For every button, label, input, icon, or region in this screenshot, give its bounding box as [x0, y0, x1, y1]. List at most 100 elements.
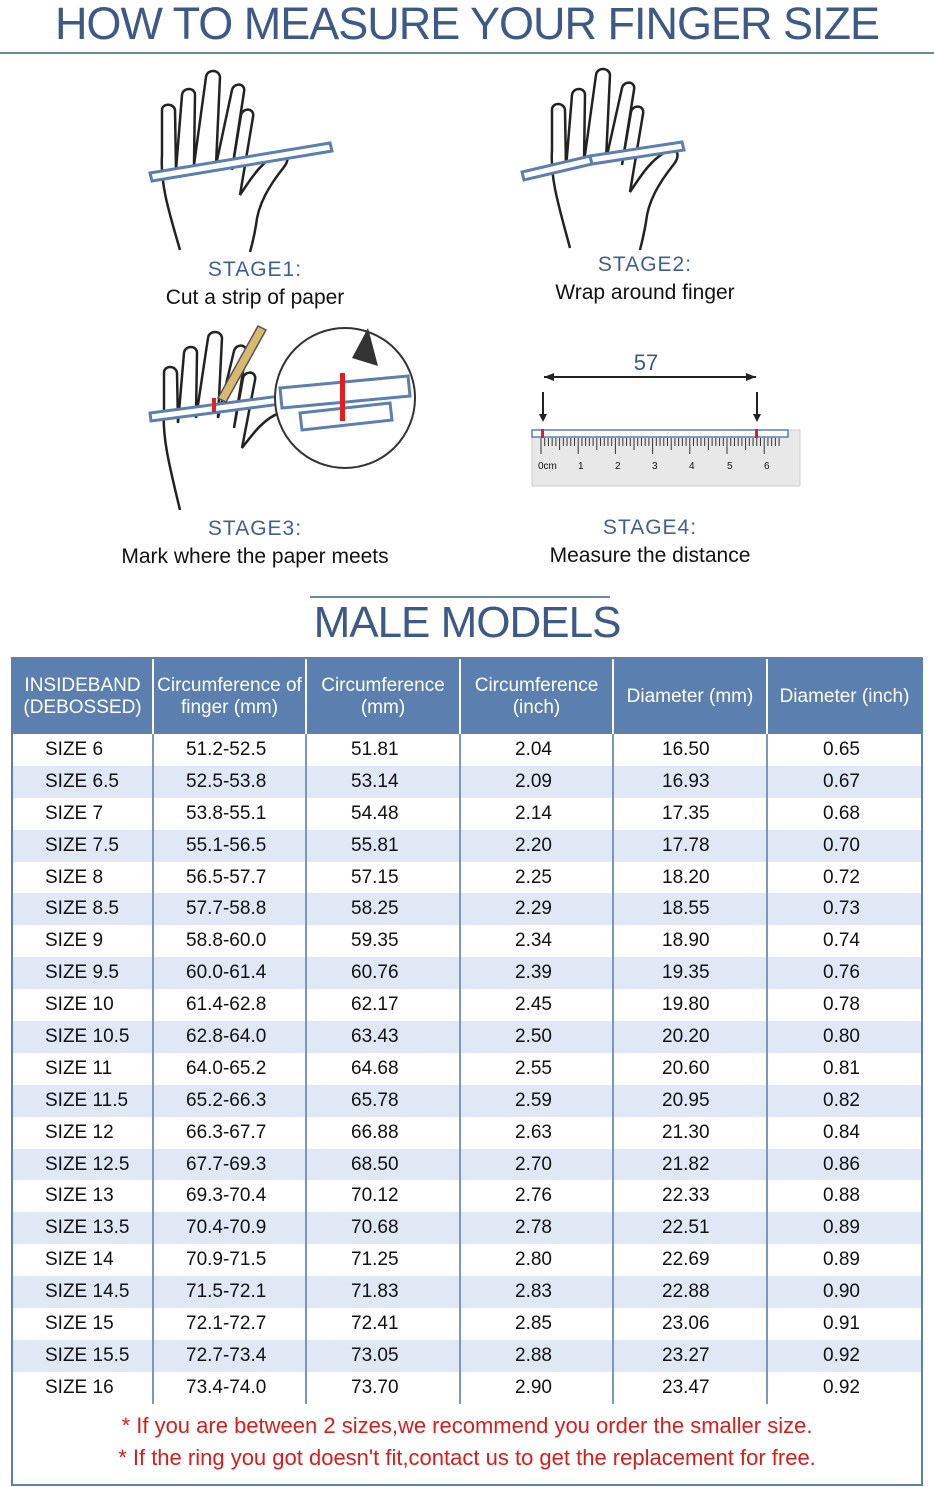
table-row: SIZE 6 51.2-52.5 51.81 2.04 16.50 0.65: [13, 734, 921, 766]
stage-2: STAGE2: Wrap around finger: [490, 253, 800, 305]
table-row: SIZE 12.5 67.7-69.3 68.50 2.70 21.82 0.86: [13, 1148, 921, 1181]
table-cell: 51.2-52.5: [154, 734, 307, 766]
column-header: INSIDEBAND (DEBOSSED): [13, 659, 154, 734]
table-cell: 2.14: [461, 797, 614, 830]
hand-mark-illustration: [148, 325, 416, 511]
table-cell: 0.91: [823, 1312, 860, 1334]
table-cell: 23.27: [614, 1339, 768, 1372]
table-cell: SIZE 14: [13, 1244, 154, 1277]
table-cell: 52.5-53.8: [154, 765, 307, 798]
table-cell: 2.76: [461, 1180, 614, 1213]
table-cell: 63.43: [307, 1021, 461, 1053]
table-cell: 2.90: [461, 1371, 614, 1404]
table-cell: 70.68: [307, 1212, 461, 1245]
table-row: SIZE 7.5 55.1-56.5 55.81 2.20 17.78 0.70: [13, 829, 921, 862]
table-body: SIZE 6 51.2-52.5 51.81 2.04 16.50 0.65 SIZE 6.…: [13, 734, 921, 1404]
table-cell: 71.25: [307, 1244, 461, 1277]
table-cell: 22.33: [614, 1180, 768, 1213]
table-cell: 21.82: [614, 1148, 768, 1181]
table-cell: 2.80: [461, 1244, 614, 1277]
table-cell: SIZE 10: [13, 989, 154, 1022]
table-cell: 55.1-56.5: [154, 829, 307, 862]
stage-1: STAGE1: Cut a strip of paper: [100, 258, 410, 310]
column-header: Circumference (inch): [461, 659, 614, 734]
stage-1-heading: STAGE1:: [207, 258, 303, 281]
table-cell: 19.80: [614, 989, 768, 1022]
table-cell: 22.69: [614, 1244, 768, 1277]
table-cell: 18.20: [614, 861, 768, 894]
table-cell: 22.88: [614, 1276, 768, 1309]
table-cell: 0.73: [823, 898, 860, 920]
table-cell: 19.35: [614, 957, 768, 990]
table-cell: 0.81: [823, 1057, 860, 1079]
table-cell: SIZE 15: [13, 1308, 154, 1340]
table-row: SIZE 15.5 72.7-73.4 73.05 2.88 23.27 0.92: [13, 1339, 921, 1372]
table-cell: 72.7-73.4: [154, 1339, 307, 1372]
table-cell: 64.0-65.2: [154, 1052, 307, 1085]
stage-4-description: Measure the distance: [549, 544, 751, 567]
table-cell: 2.63: [461, 1116, 614, 1149]
table-cell: 0.88: [823, 1185, 860, 1207]
table-row: SIZE 7 53.8-55.1 54.48 2.14 17.35 0.68: [13, 797, 921, 830]
table-cell: SIZE 9: [13, 925, 154, 958]
measurement-value: 57: [633, 350, 659, 375]
table-cell: 18.55: [614, 893, 768, 926]
table-cell: 54.48: [307, 797, 461, 830]
table-cell: 0.65: [823, 738, 860, 760]
table-cell: 66.88: [307, 1116, 461, 1149]
ruler-label-0: 0cm: [538, 461, 557, 472]
table-cell: 57.7-58.8: [154, 893, 307, 926]
ruler-label-5: 5: [727, 461, 733, 472]
table-cell: 2.70: [461, 1148, 614, 1181]
ruler-label-3: 3: [652, 461, 658, 472]
table-cell: SIZE 11.5: [13, 1084, 154, 1117]
table-cell: 0.72: [823, 866, 860, 888]
table-cell: 71.5-72.1: [154, 1276, 307, 1309]
table-cell: 0.82: [823, 1089, 860, 1111]
table-row: SIZE 14 70.9-71.5 71.25 2.80 22.69 0.89: [13, 1244, 921, 1277]
table-cell: SIZE 13: [13, 1180, 154, 1213]
table-cell: 0.92: [823, 1344, 860, 1366]
table-cell: 0.70: [823, 834, 860, 856]
table-cell: 2.34: [461, 925, 614, 958]
table-cell: 22.51: [614, 1212, 768, 1245]
table-cell: 16.50: [614, 734, 768, 766]
table-cell: 51.81: [307, 734, 461, 766]
ruler-label-2: 2: [615, 461, 621, 472]
table-cell: 0.92: [823, 1376, 860, 1398]
table-cell: 2.45: [461, 989, 614, 1022]
table-cell: 0.89: [823, 1249, 860, 1271]
table-cell: 73.70: [307, 1371, 461, 1404]
table-row: SIZE 11 64.0-65.2 64.68 2.55 20.60 0.81: [13, 1052, 921, 1085]
table-row: SIZE 12 66.3-67.7 66.88 2.63 21.30 0.84: [13, 1116, 921, 1149]
page-title: HOW TO MEASURE YOUR FINGER SIZE: [54, 0, 880, 49]
table-cell: 65.78: [307, 1084, 461, 1117]
note-smaller-size: * If you are between 2 sizes,we recommen…: [121, 1412, 813, 1438]
table-cell: 2.55: [461, 1052, 614, 1085]
table-cell: 0.89: [823, 1217, 860, 1239]
table-cell: SIZE 6: [13, 734, 154, 766]
table-cell: 0.74: [823, 930, 860, 952]
table-cell: 0.68: [823, 802, 860, 824]
ruler-labels: 0cm 1 2 3 4 5 6: [530, 461, 802, 477]
table-row: SIZE 8 56.5-57.7 57.15 2.25 18.20 0.72: [13, 861, 921, 894]
table-cell: 0.76: [823, 962, 860, 984]
table-row: SIZE 6.5 52.5-53.8 53.14 2.09 16.93 0.67: [13, 765, 921, 798]
table-cell: 0.78: [823, 994, 860, 1016]
table-cell: SIZE 15.5: [13, 1339, 154, 1372]
table-row: SIZE 10.5 62.8-64.0 63.43 2.50 20.20 0.80: [13, 1021, 921, 1053]
table-cell: 0.84: [823, 1121, 860, 1143]
table-cell: SIZE 8: [13, 861, 154, 894]
table-cell: 17.35: [614, 797, 768, 830]
table-cell: 16.93: [614, 765, 768, 798]
table-cell: 72.41: [307, 1308, 461, 1340]
table-cell: 70.12: [307, 1180, 461, 1213]
table-cell: 2.09: [461, 765, 614, 798]
table-cell: SIZE 16: [13, 1371, 154, 1404]
table-cell: 56.5-57.7: [154, 861, 307, 894]
table-cell: 23.06: [614, 1308, 768, 1340]
table-cell: 2.25: [461, 861, 614, 894]
table-cell: SIZE 6.5: [13, 765, 154, 798]
stage-2-heading: STAGE2:: [597, 253, 693, 276]
column-header: Diameter (inch): [779, 685, 910, 707]
